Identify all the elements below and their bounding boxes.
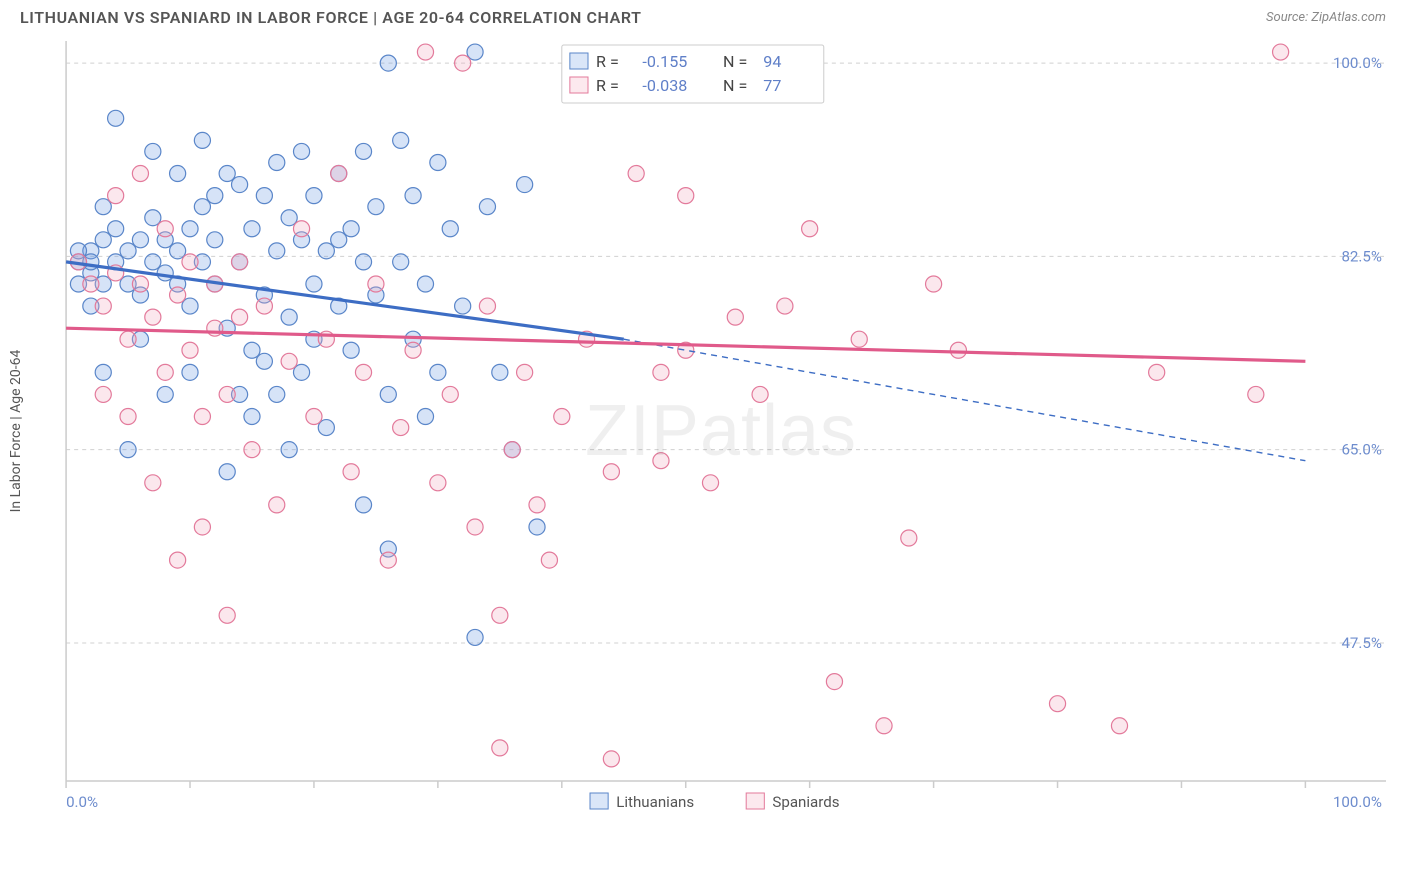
svg-text:-0.038: -0.038: [642, 76, 687, 95]
svg-text:65.0%: 65.0%: [1341, 441, 1382, 459]
svg-text:100.0%: 100.0%: [1333, 54, 1382, 72]
svg-text:100.0%: 100.0%: [1333, 793, 1382, 811]
svg-text:77: 77: [763, 76, 781, 95]
chart-area: In Labor Force | Age 20-64 47.5%65.0%82.…: [56, 31, 1386, 831]
source-label: Source: ZipAtlas.com: [1266, 10, 1386, 25]
svg-text:R =: R =: [596, 52, 619, 71]
svg-text:-0.155: -0.155: [642, 52, 687, 71]
y-axis-label: In Labor Force | Age 20-64: [8, 350, 24, 513]
svg-text:N =: N =: [723, 76, 747, 95]
svg-text:Lithuanians: Lithuanians: [616, 793, 694, 811]
svg-text:82.5%: 82.5%: [1341, 247, 1382, 265]
svg-text:0.0%: 0.0%: [66, 793, 98, 811]
svg-text:Spaniards: Spaniards: [772, 793, 839, 811]
chart-title: LITHUANIAN VS SPANIARD IN LABOR FORCE | …: [20, 8, 642, 27]
svg-text:47.5%: 47.5%: [1341, 634, 1382, 652]
svg-text:R =: R =: [596, 76, 619, 95]
svg-text:N =: N =: [723, 52, 747, 71]
scatter-plot: 47.5% 65.0% 82.5% 100.0% 0.0% 100.0% R = -0.155…: [56, 31, 1386, 831]
title-bar: LITHUANIAN VS SPANIARD IN LABOR FORCE | …: [0, 0, 1406, 31]
svg-text:94: 94: [763, 52, 781, 71]
